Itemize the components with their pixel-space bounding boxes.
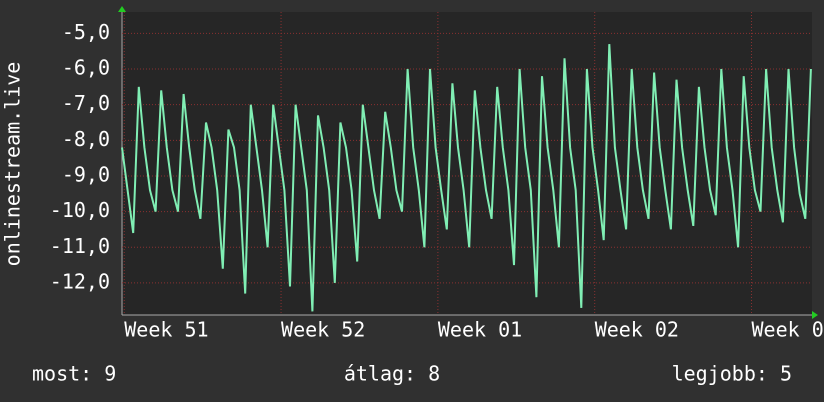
y-tick-label: -12,0 — [50, 269, 110, 293]
footer-stat: most: 9 — [32, 362, 116, 386]
x-tick-label: Week 52 — [281, 318, 365, 342]
plot-area — [122, 12, 812, 315]
footer-stat: legjobb: 5 — [672, 362, 792, 386]
footer-stat: átlag: 8 — [344, 362, 440, 386]
axis-arrow — [118, 6, 126, 12]
line-series — [121, 44, 812, 312]
y-tick-label: -7,0 — [62, 91, 110, 115]
y-tick-label: -11,0 — [50, 234, 110, 258]
y-axis-label: onlinestream.live — [1, 62, 25, 267]
y-tick-label: -6,0 — [62, 56, 110, 80]
y-tick-label: -9,0 — [62, 162, 110, 186]
x-tick-label: Week 51 — [124, 318, 208, 342]
y-tick-label: -5,0 — [62, 20, 110, 44]
y-tick-label: -8,0 — [62, 127, 110, 151]
y-tick-label: -10,0 — [50, 198, 110, 222]
x-tick-label: Week 01 — [438, 318, 522, 342]
axis-arrow — [812, 311, 818, 319]
x-tick-label: Week 02 — [595, 318, 679, 342]
x-tick-label: Week 03 — [752, 318, 824, 342]
